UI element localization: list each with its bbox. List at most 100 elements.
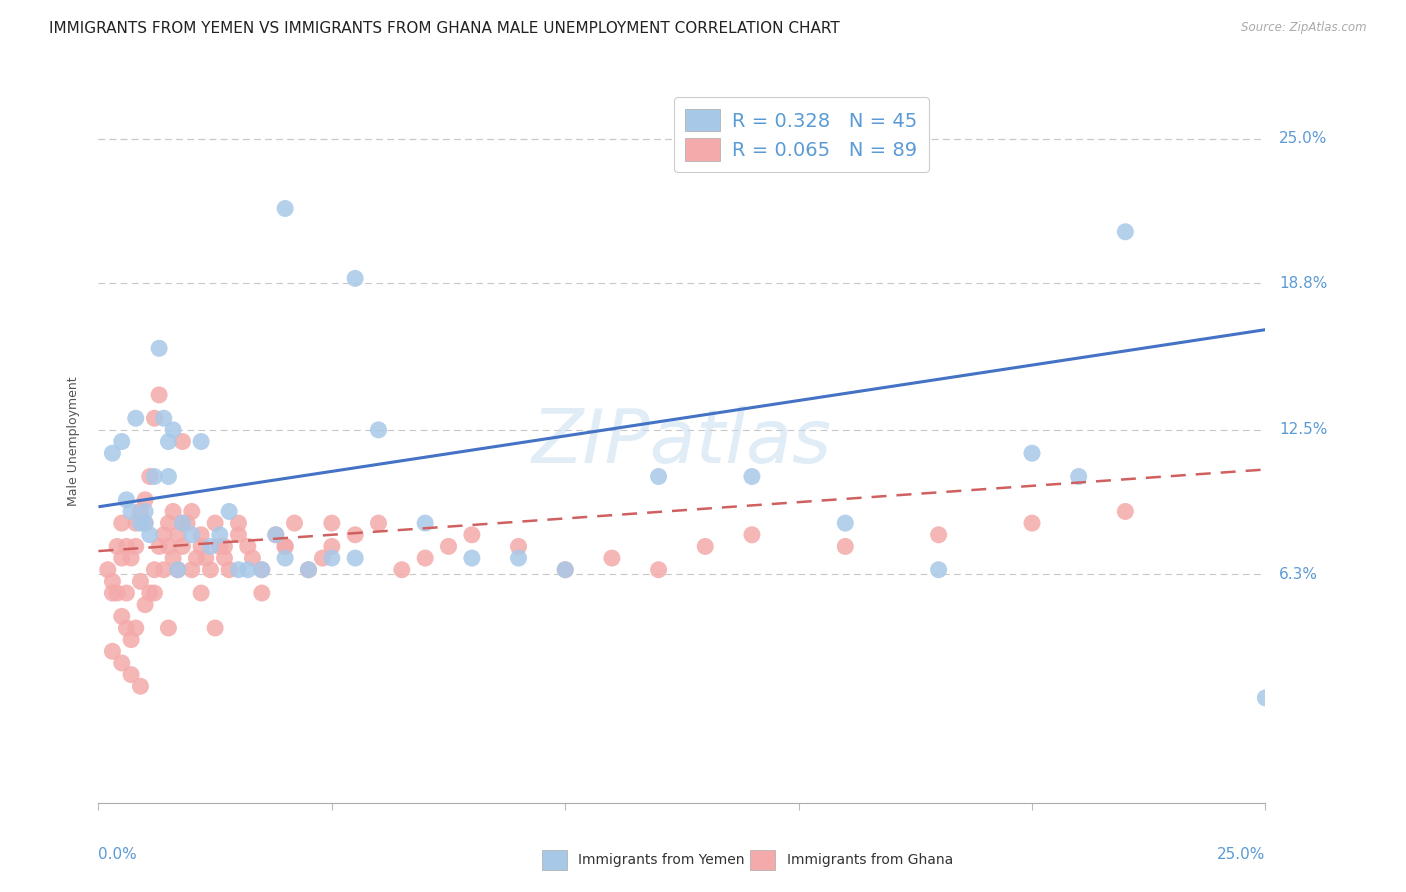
Point — [172, 434, 194, 449]
Point — [120, 504, 142, 518]
Point — [162, 551, 184, 566]
Text: ZIPatlas: ZIPatlas — [531, 406, 832, 477]
Point — [928, 528, 950, 542]
Point — [162, 423, 184, 437]
Point — [695, 540, 717, 554]
Point — [413, 551, 436, 566]
Point — [218, 563, 240, 577]
Point — [554, 563, 576, 577]
Text: Immigrants from Ghana: Immigrants from Ghana — [786, 853, 953, 867]
Point — [264, 528, 287, 542]
Point — [461, 551, 484, 566]
Point — [297, 563, 319, 577]
Point — [344, 271, 367, 285]
Point — [115, 621, 138, 635]
Point — [194, 551, 217, 566]
Point — [139, 469, 162, 483]
Point — [321, 516, 343, 530]
Point — [1254, 690, 1277, 705]
Point — [148, 388, 170, 402]
Point — [264, 528, 287, 542]
Point — [120, 632, 142, 647]
Point — [129, 516, 152, 530]
Point — [143, 469, 166, 483]
Point — [741, 469, 763, 483]
Point — [508, 540, 530, 554]
Point — [115, 540, 138, 554]
Point — [214, 540, 236, 554]
Point — [274, 202, 297, 216]
Point — [139, 586, 162, 600]
Point — [228, 528, 250, 542]
Point — [148, 540, 170, 554]
Text: IMMIGRANTS FROM YEMEN VS IMMIGRANTS FROM GHANA MALE UNEMPLOYMENT CORRELATION CHA: IMMIGRANTS FROM YEMEN VS IMMIGRANTS FROM… — [49, 21, 839, 36]
Point — [1067, 469, 1090, 483]
Point — [250, 563, 273, 577]
Point — [928, 563, 950, 577]
Point — [297, 563, 319, 577]
Point — [321, 540, 343, 554]
Point — [101, 574, 124, 589]
Point — [143, 586, 166, 600]
Point — [115, 492, 138, 507]
Point — [162, 504, 184, 518]
Point — [129, 504, 152, 518]
Point — [344, 551, 367, 566]
Point — [647, 563, 669, 577]
Point — [344, 528, 367, 542]
Point — [101, 644, 124, 658]
Point — [554, 563, 576, 577]
Point — [204, 621, 226, 635]
Point — [115, 586, 138, 600]
Point — [125, 516, 148, 530]
Point — [111, 551, 134, 566]
Point — [1114, 225, 1136, 239]
Point — [367, 423, 389, 437]
Point — [190, 434, 212, 449]
Text: 25.0%: 25.0% — [1218, 847, 1265, 863]
Text: 18.8%: 18.8% — [1279, 276, 1327, 291]
Point — [176, 516, 198, 530]
Point — [508, 551, 530, 566]
Text: Source: ZipAtlas.com: Source: ZipAtlas.com — [1241, 21, 1367, 34]
Point — [134, 516, 156, 530]
Point — [125, 411, 148, 425]
Point — [274, 540, 297, 554]
Point — [134, 598, 156, 612]
Point — [152, 528, 174, 542]
Point — [101, 586, 124, 600]
Point — [134, 504, 156, 518]
Point — [200, 540, 222, 554]
Point — [152, 411, 174, 425]
Point — [180, 563, 202, 577]
Point — [111, 656, 134, 670]
Point — [200, 563, 222, 577]
Point — [190, 528, 212, 542]
Legend: R = 0.328   N = 45, R = 0.065   N = 89: R = 0.328 N = 45, R = 0.065 N = 89 — [673, 97, 929, 172]
Text: 25.0%: 25.0% — [1279, 131, 1327, 146]
Point — [834, 540, 856, 554]
Point — [190, 586, 212, 600]
Text: Immigrants from Yemen: Immigrants from Yemen — [578, 853, 745, 867]
Point — [105, 586, 128, 600]
Point — [157, 434, 180, 449]
Point — [101, 446, 124, 460]
Point — [236, 563, 259, 577]
Point — [1021, 516, 1043, 530]
Point — [190, 540, 212, 554]
Point — [111, 434, 134, 449]
Point — [152, 563, 174, 577]
Point — [166, 528, 188, 542]
Point — [129, 574, 152, 589]
Point — [134, 516, 156, 530]
Point — [367, 516, 389, 530]
Point — [228, 563, 250, 577]
Point — [311, 551, 333, 566]
Point — [242, 551, 264, 566]
Point — [208, 540, 231, 554]
Text: 0.0%: 0.0% — [98, 847, 138, 863]
Point — [228, 516, 250, 530]
Point — [741, 528, 763, 542]
Point — [111, 516, 134, 530]
Point — [218, 504, 240, 518]
